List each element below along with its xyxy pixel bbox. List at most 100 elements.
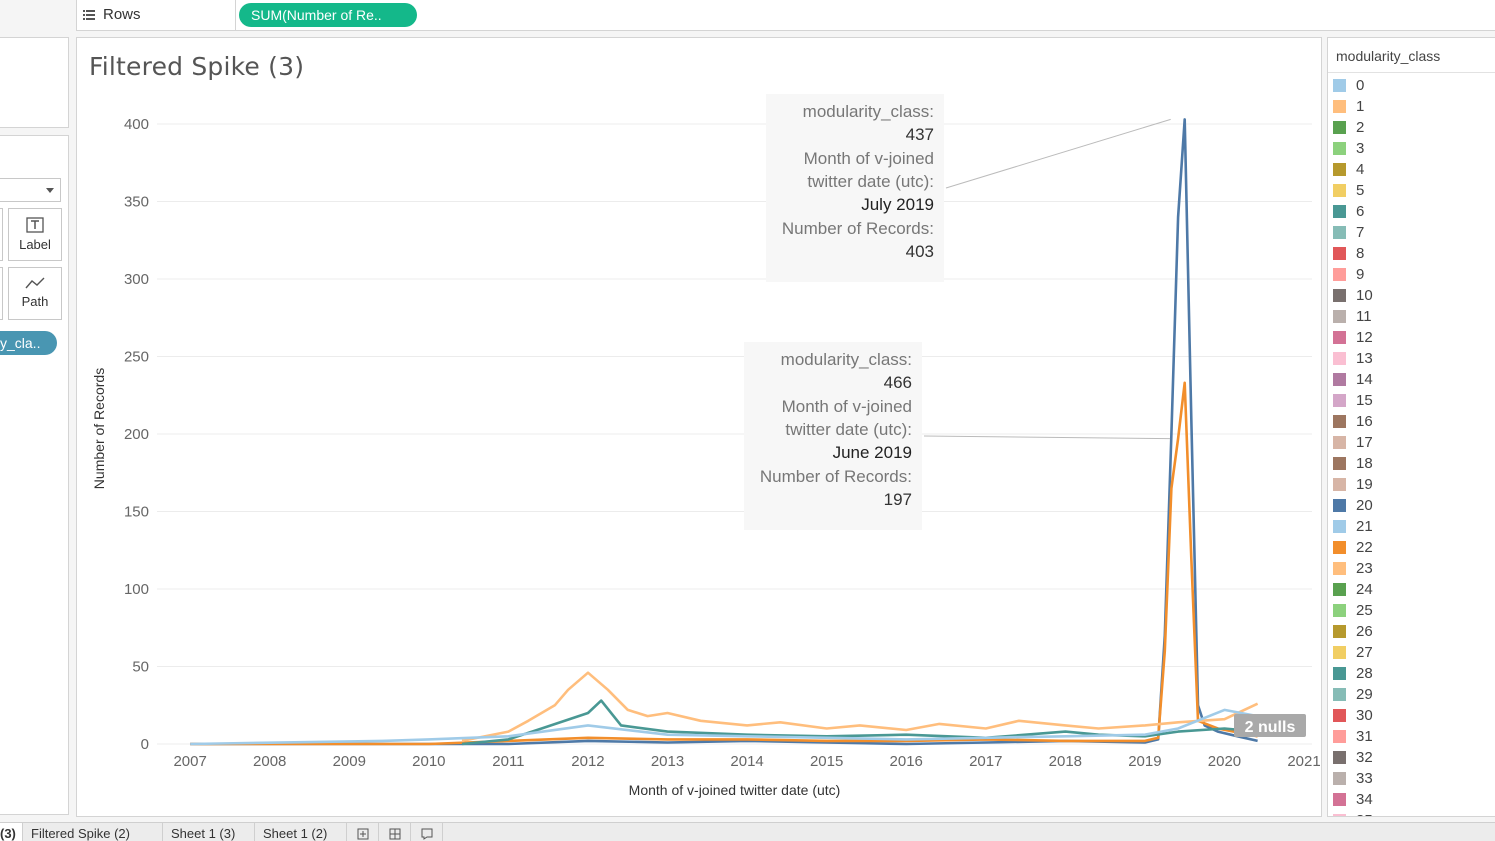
- path-button-text: Path: [21, 294, 49, 309]
- legend-swatch: [1333, 709, 1346, 722]
- series-line-0[interactable]: [190, 708, 1258, 746]
- legend-label: 9: [1356, 266, 1365, 283]
- color-legend: modularity_class 0 1 2 3 4 5 6 7 8 9 10 11 12 13 14 15 1…: [1327, 37, 1495, 817]
- legend-item[interactable]: 23: [1333, 558, 1373, 579]
- x-tick-label: 2017: [969, 753, 1002, 770]
- legend-swatch: [1333, 331, 1346, 344]
- legend-label: 32: [1356, 749, 1373, 766]
- legend-swatch: [1333, 121, 1346, 134]
- series-line-22[interactable]: [190, 381, 1258, 746]
- legend-item[interactable]: 28: [1333, 663, 1373, 684]
- x-tick-label: 2014: [730, 753, 763, 770]
- marks-label-button[interactable]: Label: [8, 208, 62, 261]
- legend-item[interactable]: 17: [1333, 432, 1373, 453]
- rows-label-text: Rows: [103, 6, 141, 23]
- mark-type-dropdown[interactable]: [0, 178, 61, 202]
- legend-item[interactable]: 26: [1333, 621, 1373, 642]
- legend-item[interactable]: 12: [1333, 327, 1373, 348]
- new-story-button[interactable]: [411, 823, 443, 841]
- legend-label: 29: [1356, 686, 1373, 703]
- tab-sheet-1-3[interactable]: Sheet 1 (3): [163, 823, 255, 841]
- legend-item[interactable]: 4: [1333, 159, 1373, 180]
- legend-item[interactable]: 20: [1333, 495, 1373, 516]
- tab-current-sheet[interactable]: (3): [0, 823, 23, 841]
- legend-item[interactable]: 35: [1333, 810, 1373, 816]
- legend-item[interactable]: 1: [1333, 96, 1373, 117]
- legend-item[interactable]: 3: [1333, 138, 1373, 159]
- legend-item[interactable]: 13: [1333, 348, 1373, 369]
- legend-item[interactable]: 16: [1333, 411, 1373, 432]
- series-line-28[interactable]: [461, 699, 1258, 746]
- new-story-icon: [421, 828, 432, 840]
- legend-item[interactable]: 30: [1333, 705, 1373, 726]
- x-tick-label: 2013: [651, 753, 684, 770]
- legend-label: 15: [1356, 392, 1373, 409]
- legend-item[interactable]: 14: [1333, 369, 1373, 390]
- new-worksheet-button[interactable]: [347, 823, 379, 841]
- legend-label: 26: [1356, 623, 1373, 640]
- label-icon: [26, 217, 44, 233]
- marks-color-button[interactable]: [0, 208, 3, 261]
- x-tick-label: 2009: [333, 753, 366, 770]
- series-line-20[interactable]: [190, 118, 1258, 746]
- marks-detail-button[interactable]: [0, 267, 3, 320]
- legend-label: 28: [1356, 665, 1373, 682]
- legend-label: 24: [1356, 581, 1373, 598]
- legend-item[interactable]: 7: [1333, 222, 1373, 243]
- tab-filtered-spike-2[interactable]: Filtered Spike (2): [23, 823, 163, 841]
- legend-swatch: [1333, 394, 1346, 407]
- x-tick-label: 2021: [1287, 753, 1320, 770]
- legend-swatch: [1333, 352, 1346, 365]
- legend-label: 14: [1356, 371, 1373, 388]
- legend-swatch: [1333, 436, 1346, 449]
- legend-item[interactable]: 27: [1333, 642, 1373, 663]
- tab-sheet-1-2[interactable]: Sheet 1 (2): [255, 823, 347, 841]
- series-line-1[interactable]: [461, 671, 1259, 743]
- legend-item[interactable]: 18: [1333, 453, 1373, 474]
- legend-item[interactable]: 0: [1333, 75, 1373, 96]
- rows-shelf[interactable]: Rows SUM(Number of Re..: [76, 0, 1495, 31]
- legend-item[interactable]: 15: [1333, 390, 1373, 411]
- legend-swatch: [1333, 520, 1346, 533]
- legend-item[interactable]: 9: [1333, 264, 1373, 285]
- legend-item[interactable]: 34: [1333, 789, 1373, 810]
- legend-item[interactable]: 24: [1333, 579, 1373, 600]
- legend-swatch: [1333, 814, 1346, 816]
- annotation-field3: Number of Records:: [782, 219, 934, 238]
- legend-title: modularity_class: [1336, 48, 1441, 64]
- color-dimension-pill[interactable]: y_cla..: [0, 331, 57, 355]
- nulls-indicator-badge[interactable]: [1234, 714, 1306, 737]
- legend-item[interactable]: 32: [1333, 747, 1373, 768]
- legend-item[interactable]: 11: [1333, 306, 1373, 327]
- line-chart[interactable]: 0 50 100 150 200 250 300 350 400 2007 2008 2009 2010…: [77, 38, 1321, 816]
- marks-path-button[interactable]: Path: [8, 267, 62, 320]
- new-dashboard-button[interactable]: [379, 823, 411, 841]
- legend-label: 25: [1356, 602, 1373, 619]
- legend-item[interactable]: 25: [1333, 600, 1373, 621]
- legend-label: 21: [1356, 518, 1373, 535]
- legend-item[interactable]: 21: [1333, 516, 1373, 537]
- rows-measure-pill[interactable]: SUM(Number of Re..: [239, 3, 417, 27]
- legend-item[interactable]: 8: [1333, 243, 1373, 264]
- legend-label: 3: [1356, 140, 1365, 157]
- legend-item[interactable]: 10: [1333, 285, 1373, 306]
- legend-label: 2: [1356, 119, 1365, 136]
- legend-item[interactable]: 6: [1333, 201, 1373, 222]
- legend-swatch: [1333, 499, 1346, 512]
- legend-item[interactable]: 19: [1333, 474, 1373, 495]
- legend-label: 27: [1356, 644, 1373, 661]
- legend-item[interactable]: 33: [1333, 768, 1373, 789]
- annotation-field2a: Month of v-joined: [782, 397, 912, 416]
- legend-item[interactable]: 29: [1333, 684, 1373, 705]
- legend-item[interactable]: 22: [1333, 537, 1373, 558]
- legend-swatch: [1333, 310, 1346, 323]
- annotation-box[interactable]: [766, 94, 944, 282]
- legend-swatch: [1333, 142, 1346, 155]
- legend-item[interactable]: 31: [1333, 726, 1373, 747]
- legend-item[interactable]: 2: [1333, 117, 1373, 138]
- annotation-box[interactable]: [744, 342, 922, 530]
- legend-item[interactable]: 5: [1333, 180, 1373, 201]
- legend-swatch: [1333, 688, 1346, 701]
- legend-list: 0 1 2 3 4 5 6 7 8 9 10 11 12 13 14 15 16 17 18 19 20 21 22 23 24…: [1333, 75, 1373, 816]
